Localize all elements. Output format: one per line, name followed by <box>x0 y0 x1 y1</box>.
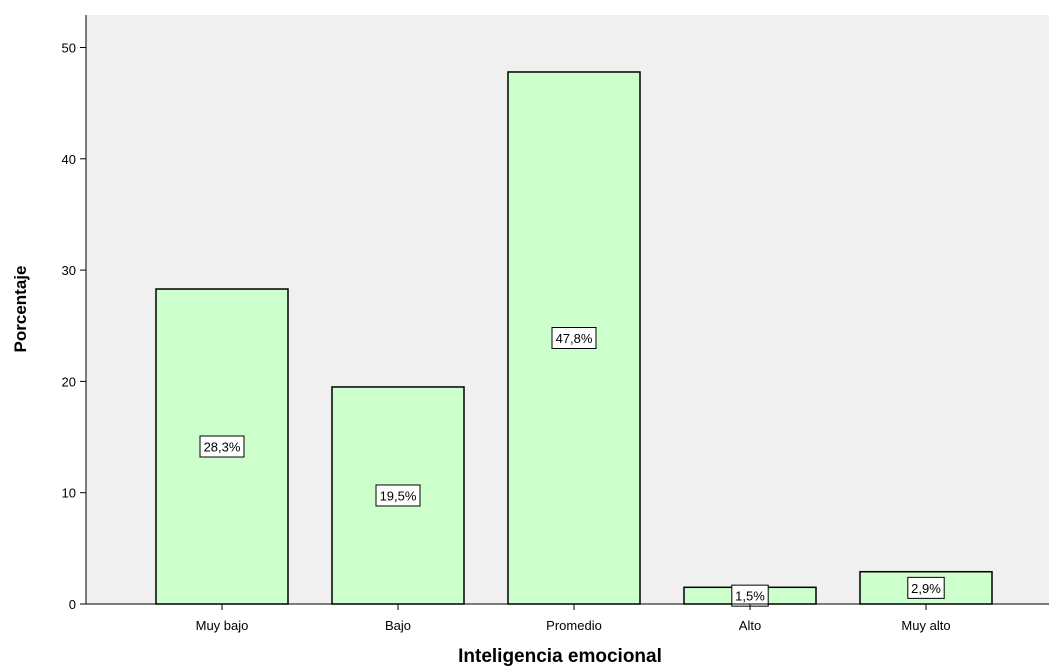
data-label: 28,3% <box>199 435 245 458</box>
data-labels-group: 28,3% 19,5% 47,8% 1,5% 2,9% <box>199 326 945 607</box>
y-tick-label: 30 <box>62 263 76 278</box>
x-tick-label: Muy alto <box>901 618 950 633</box>
x-axis-title: Inteligencia emocional <box>458 646 662 667</box>
data-label-text: 47,8% <box>556 331 593 346</box>
data-label-text: 19,5% <box>380 488 417 503</box>
y-tick-label: 50 <box>62 41 76 56</box>
y-axis-ticks: 0 10 20 30 40 50 <box>62 41 86 612</box>
data-label: 19,5% <box>375 484 421 507</box>
data-label-text: 28,3% <box>204 440 241 455</box>
data-label-text: 1,5% <box>735 589 765 604</box>
data-label: 2,9% <box>907 576 945 599</box>
x-axis-ticks: Muy bajo Bajo Promedio Alto Muy alto <box>196 604 951 633</box>
x-tick-label: Bajo <box>385 618 411 633</box>
y-tick-label: 20 <box>62 374 76 389</box>
y-tick-label: 40 <box>62 152 76 167</box>
x-tick-label: Promedio <box>546 618 602 633</box>
data-label: 1,5% <box>731 584 769 607</box>
data-label-box <box>907 576 945 599</box>
data-label-box <box>375 484 421 507</box>
data-label: 47,8% <box>551 326 597 349</box>
x-tick-label: Muy bajo <box>196 618 249 633</box>
data-label-box <box>551 326 597 349</box>
data-label-box <box>199 435 245 458</box>
y-axis-title: Porcentaje <box>11 266 30 353</box>
x-tick-label: Alto <box>739 618 761 633</box>
y-tick-label: 0 <box>69 597 76 612</box>
y-tick-label: 10 <box>62 486 76 501</box>
data-label-text: 2,9% <box>911 581 941 596</box>
